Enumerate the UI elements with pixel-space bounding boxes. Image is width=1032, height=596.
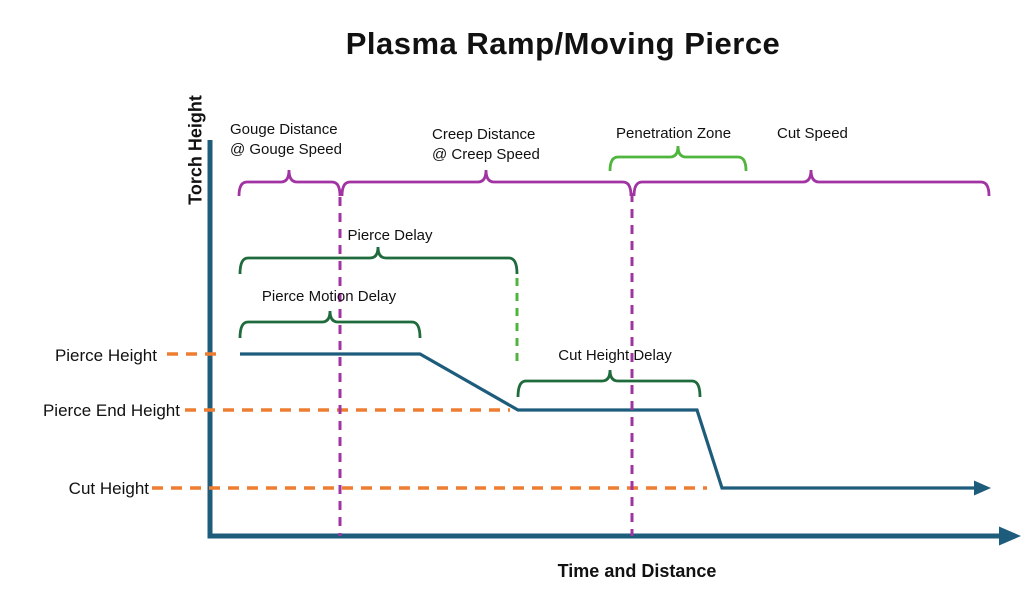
pierce-height-label: Pierce Height (54, 346, 157, 365)
creep-distance-label: Creep Distance @ Creep Speed (432, 125, 540, 165)
x-axis-label: Time and Distance (557, 561, 717, 581)
creep-distance-brace (340, 169, 633, 197)
pierce-delay-brace (238, 246, 519, 275)
pierce-delay-label: Pierce Delay (347, 227, 433, 244)
cut-height-delay-brace (516, 369, 702, 398)
gouge-distance-brace (237, 169, 342, 197)
y-axis-label: Torch Height (185, 95, 206, 205)
creep-distance-label-line2: @ Creep Speed (432, 146, 540, 163)
x-axis-arrowhead (999, 526, 1021, 546)
gouge-distance-label: Gouge Distance @ Gouge Speed (230, 120, 342, 160)
axes-lines (207, 140, 1004, 539)
gouge-distance-label-line2: @ Gouge Speed (230, 141, 342, 158)
pierce-motion-delay-label: Pierce Motion Delay (261, 288, 397, 305)
trace-arrowhead (974, 480, 991, 496)
pierce-end-height-label: Pierce End Height (42, 401, 180, 420)
diagram-title: Plasma Ramp/Moving Pierce (345, 26, 781, 61)
cut-height-delay-label: Cut Height Delay (558, 347, 672, 364)
pierce-motion-delay-brace (238, 310, 422, 339)
gouge-distance-label-line1: Gouge Distance (230, 121, 338, 138)
cut-speed-label: Cut Speed (777, 125, 848, 142)
penetration-zone-label: Penetration Zone (616, 125, 732, 142)
penetration-zone-brace (608, 145, 748, 172)
cut-height-label: Cut Height (68, 479, 149, 498)
cut-speed-brace (632, 169, 991, 197)
torch-height-trace (240, 352, 977, 490)
creep-distance-label-line1: Creep Distance (432, 126, 536, 143)
